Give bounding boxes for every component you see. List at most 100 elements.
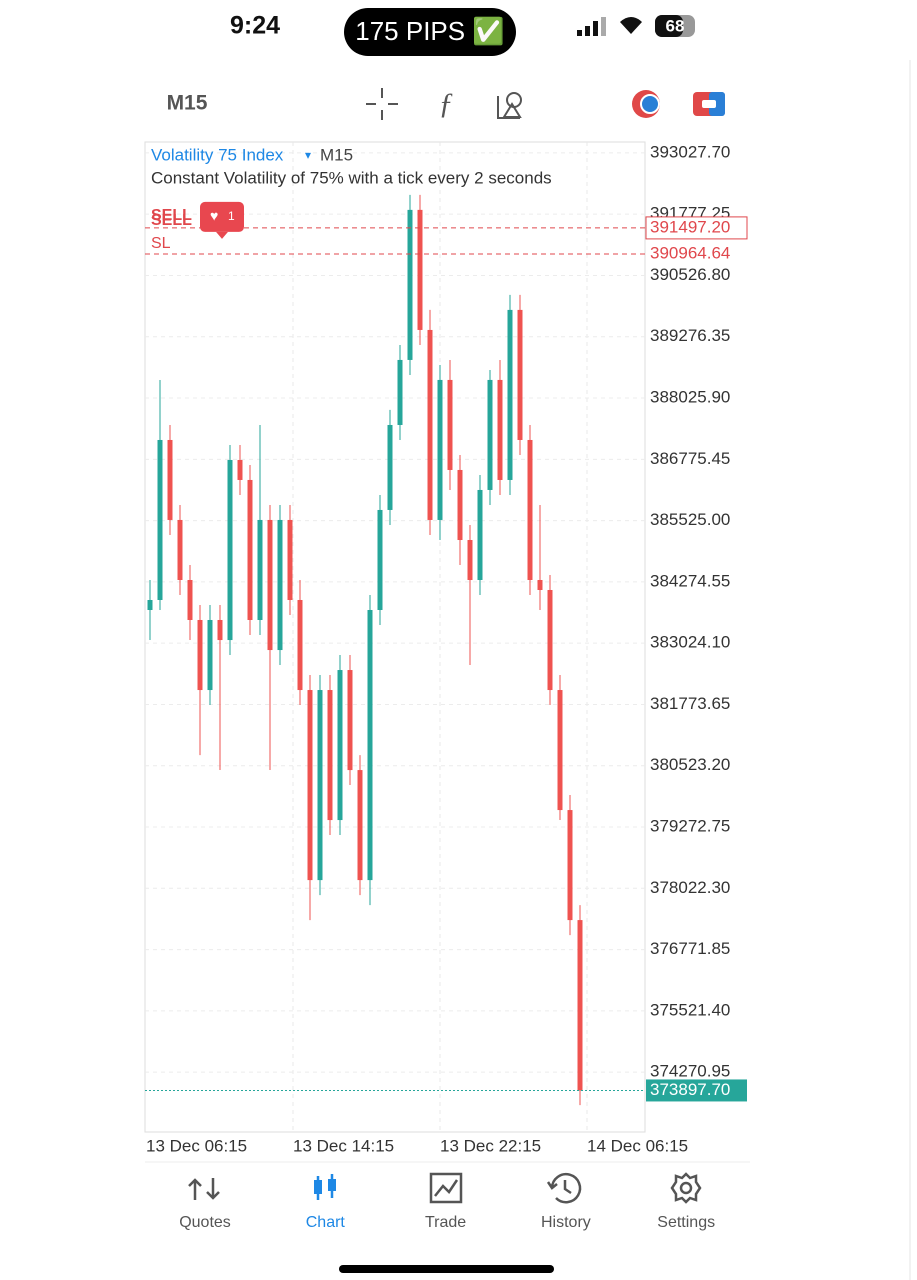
y-tick-label: 379272.75 — [650, 817, 730, 836]
candle-body — [577, 920, 583, 1091]
candle-body — [487, 379, 493, 490]
candle-body — [527, 439, 533, 581]
nav-icon[interactable] — [670, 1172, 702, 1204]
y-tick-label: 385525.00 — [650, 510, 730, 529]
signal-icon — [577, 17, 606, 36]
order-label: SELL — [151, 212, 192, 229]
candle-body — [357, 770, 363, 881]
status-time: 9:24 — [230, 12, 280, 40]
candle-body — [197, 619, 203, 691]
y-tick-label: 375521.40 — [650, 1000, 730, 1019]
symbol-dropdown[interactable]: ▾ — [305, 148, 311, 162]
nav-icon[interactable] — [679, 1181, 693, 1195]
candle-body — [317, 690, 323, 881]
nav-icon[interactable] — [328, 1179, 336, 1191]
candle-body — [397, 359, 403, 425]
order-price: 390964.64 — [650, 243, 730, 262]
candle-body — [387, 424, 393, 510]
candle-body — [307, 690, 313, 881]
candle-body — [277, 519, 283, 651]
candle-body — [477, 489, 483, 581]
candle-body — [467, 540, 473, 581]
nav-label[interactable]: Settings — [657, 1214, 715, 1231]
nav-label[interactable]: Trade — [425, 1214, 466, 1231]
y-tick-label: 374270.95 — [650, 1062, 730, 1081]
candle-body — [497, 379, 503, 480]
candle-body — [427, 329, 433, 520]
order-price-box — [645, 216, 748, 240]
objects-icon[interactable] — [497, 92, 522, 119]
candle-body — [207, 619, 213, 691]
candle-body — [367, 609, 373, 881]
candle-body — [457, 469, 463, 541]
symbol-description: Constant Volatility of 75% with a tick e… — [151, 168, 552, 187]
y-tick-label: 388025.90 — [650, 388, 730, 407]
battery-text: 68 — [666, 16, 685, 35]
wifi-icon — [620, 17, 642, 34]
bottom-nav: Quotes Chart Trade History Settings — [179, 1172, 715, 1231]
candle-body — [247, 479, 253, 620]
y-tick-label: 389276.35 — [650, 326, 730, 345]
home-indicator — [339, 1265, 554, 1273]
candle-body — [257, 519, 263, 620]
nav-label[interactable]: Chart — [306, 1214, 346, 1231]
current-price-box — [646, 1079, 747, 1102]
candle-body — [157, 439, 163, 600]
nav-icon[interactable] — [429, 1172, 463, 1204]
y-tick-label: 393027.70 — [650, 142, 730, 161]
y-tick-label: 380523.20 — [650, 755, 730, 774]
candle-body — [437, 379, 443, 520]
nav-icon[interactable] — [188, 1178, 220, 1200]
candle-body — [187, 580, 193, 620]
order-badge-count: 1 — [228, 209, 235, 223]
candle-body — [177, 519, 183, 581]
status-pill-text: 175 PIPS ✅ — [355, 16, 504, 46]
candle-body — [217, 619, 223, 641]
status-pill — [344, 8, 516, 56]
y-tick-label: 384274.55 — [650, 571, 730, 590]
candle-body — [337, 670, 343, 821]
y-tick-label: 390526.80 — [650, 265, 730, 284]
x-tick-label: 13 Dec 06:15 — [146, 1136, 247, 1155]
chart-timeframe: M15 — [320, 145, 353, 164]
candle-body — [147, 599, 153, 610]
x-tick-label: 14 Dec 06:15 — [587, 1136, 688, 1155]
nav-label[interactable]: History — [541, 1214, 591, 1231]
nav-icon[interactable] — [546, 1172, 582, 1204]
y-tick-label: 381773.65 — [650, 694, 730, 713]
nav-icon[interactable] — [314, 1180, 322, 1194]
x-tick-label: 13 Dec 22:15 — [440, 1136, 541, 1155]
chart: 13 Dec 06:15 13 Dec 14:15 13 Dec 22:15 14 D… — [145, 142, 748, 1155]
candle-body — [377, 509, 383, 610]
timeframe-button[interactable]: M15 — [167, 92, 208, 115]
current-price: 373897.70 — [650, 1080, 730, 1099]
order-label: SELL — [151, 207, 192, 224]
plot-frame — [144, 141, 646, 1133]
y-tick-label: 386775.45 — [650, 449, 730, 468]
candle-body — [167, 439, 173, 520]
nav-label[interactable]: Quotes — [179, 1214, 231, 1231]
symbol-name[interactable]: Volatility 75 Index — [151, 145, 284, 164]
order-badge-heart: ♥ — [210, 208, 218, 224]
indicator-icon[interactable]: ƒ — [439, 87, 454, 120]
candle-body — [237, 459, 243, 480]
candle-body — [547, 589, 553, 691]
battery-level — [655, 15, 683, 37]
order-label: SL — [151, 235, 171, 252]
x-tick-label: 13 Dec 14:15 — [293, 1136, 394, 1155]
candle-body — [537, 580, 543, 590]
candle-body — [407, 209, 413, 360]
order-badge[interactable] — [200, 201, 244, 232]
candle-body — [327, 690, 333, 821]
candle-body — [517, 309, 523, 440]
candle-body — [417, 209, 423, 330]
candle-body — [567, 810, 573, 921]
order-price: 391497.20 — [650, 217, 730, 236]
crosshair-icon[interactable] — [366, 88, 398, 120]
candle-body — [507, 309, 513, 480]
y-tick-label: 376771.85 — [650, 939, 730, 958]
order-badge-tip — [216, 231, 228, 239]
